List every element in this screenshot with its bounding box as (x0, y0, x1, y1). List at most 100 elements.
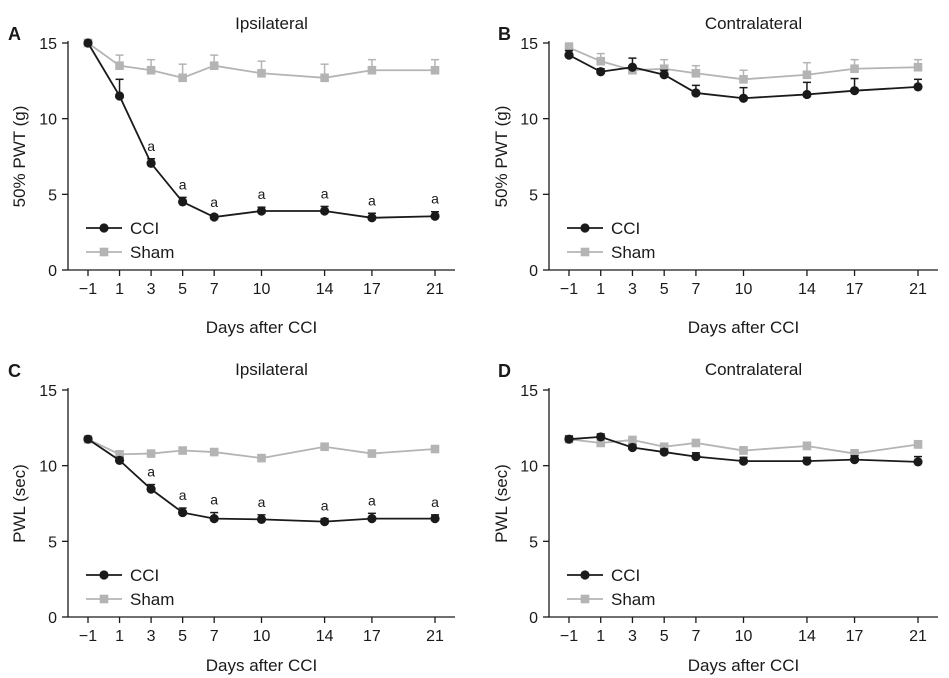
y-tick-label: 5 (48, 187, 57, 204)
data-point (738, 456, 749, 466)
x-tick-label: 5 (660, 281, 669, 298)
x-tick-label: 1 (596, 281, 605, 298)
data-point (802, 441, 812, 451)
data-point (802, 456, 812, 466)
panel-title: Contralateral (705, 360, 802, 379)
significance-label: a (258, 186, 266, 202)
x-axis-title: Days after CCI (688, 656, 799, 675)
x-tick-label: −1 (560, 281, 578, 298)
data-point (596, 56, 606, 66)
legend-label: Sham (130, 243, 174, 262)
legend: CCI Sham (86, 219, 174, 262)
x-tick-label: 1 (115, 628, 124, 645)
data-point (564, 43, 574, 52)
panel-letter: B (498, 24, 511, 44)
y-tick-label: 0 (529, 610, 538, 627)
x-tick-label: 5 (660, 628, 669, 645)
data-point (913, 62, 923, 72)
legend-label: Sham (611, 590, 655, 609)
legend-marker (580, 570, 590, 580)
data-point (659, 442, 669, 452)
data-point (849, 86, 860, 96)
x-tick-label: 1 (115, 281, 124, 298)
data-point (627, 62, 638, 72)
data-point (115, 450, 124, 459)
y-axis-title: PWL (sec) (10, 464, 29, 543)
legend-marker (99, 223, 109, 233)
significance-label: a (321, 185, 329, 201)
significance-label: a (431, 191, 439, 207)
x-tick-label: 7 (210, 628, 219, 645)
data-point (596, 432, 606, 442)
significance-label: a (179, 487, 187, 503)
data-point (628, 435, 637, 445)
legend-marker (580, 223, 590, 233)
legend-marker (99, 247, 109, 257)
x-tick-label: −1 (79, 628, 97, 645)
data-point (739, 446, 748, 455)
significance-label: a (431, 494, 439, 510)
legend-label: CCI (611, 566, 640, 585)
panel-letter: A (8, 24, 21, 44)
panel-title: Contralateral (705, 14, 802, 33)
x-tick-label: 10 (735, 281, 753, 298)
panel-d: D Contralateral 0 5 10 15 −1 1 3 5 7 10 14 17 21 Days a… (492, 360, 938, 675)
y-axis-title: PWL (sec) (492, 464, 511, 543)
legend-label: CCI (130, 566, 159, 585)
x-tick-label: −1 (560, 628, 578, 645)
x-tick-label: 7 (691, 281, 700, 298)
x-tick-label: 1 (596, 628, 605, 645)
legend: CCI Sham (567, 566, 655, 609)
data-point (146, 449, 156, 458)
data-point (691, 68, 701, 78)
x-axis-title: Days after CCI (688, 318, 799, 337)
x-tick-label: 10 (735, 628, 753, 645)
x-tick-label: 3 (147, 281, 156, 298)
data-point (367, 65, 377, 75)
y-tick-label: 0 (48, 610, 57, 627)
x-tick-label: 21 (426, 628, 444, 645)
panel-a: A Ipsilateral 0 5 10 15 −1 1 3 5 7 10 14 17 21 Days aft… (8, 14, 455, 337)
legend-marker (580, 594, 590, 604)
data-point (913, 82, 923, 92)
y-tick-label: 10 (520, 112, 538, 129)
data-point (209, 61, 219, 70)
data-point (596, 438, 606, 448)
x-tick-label: 17 (363, 281, 381, 298)
data-point (146, 65, 156, 75)
series-sham (564, 42, 923, 84)
y-tick-label: 0 (529, 263, 538, 280)
data-point (659, 447, 669, 457)
legend-marker (99, 594, 109, 604)
data-point (114, 91, 125, 101)
x-tick-label: 7 (691, 628, 700, 645)
significance-label: a (368, 192, 376, 208)
data-point (430, 211, 440, 221)
series-cci: a a a a a a a (83, 434, 440, 527)
x-tick-label: 14 (798, 281, 816, 298)
data-point (430, 514, 440, 524)
x-tick-label: 21 (909, 628, 927, 645)
data-point (849, 455, 860, 465)
x-tick-label: 5 (178, 628, 187, 645)
data-point (564, 434, 574, 444)
series-sham (83, 434, 440, 463)
x-tick-label: 17 (846, 281, 864, 298)
y-tick-label: 10 (520, 459, 538, 476)
data-point (146, 484, 156, 494)
data-point (596, 67, 606, 77)
series-sham (83, 38, 440, 83)
data-point (913, 457, 923, 467)
panel-letter: D (498, 361, 511, 381)
x-tick-label: 14 (316, 281, 334, 298)
y-tick-label: 5 (529, 187, 538, 204)
significance-label: a (258, 494, 266, 510)
data-point (257, 453, 266, 463)
legend-label: CCI (130, 219, 159, 238)
legend-marker (580, 247, 590, 257)
data-point (256, 206, 267, 216)
data-point (430, 444, 440, 454)
data-point (802, 70, 812, 80)
data-point (691, 451, 701, 462)
